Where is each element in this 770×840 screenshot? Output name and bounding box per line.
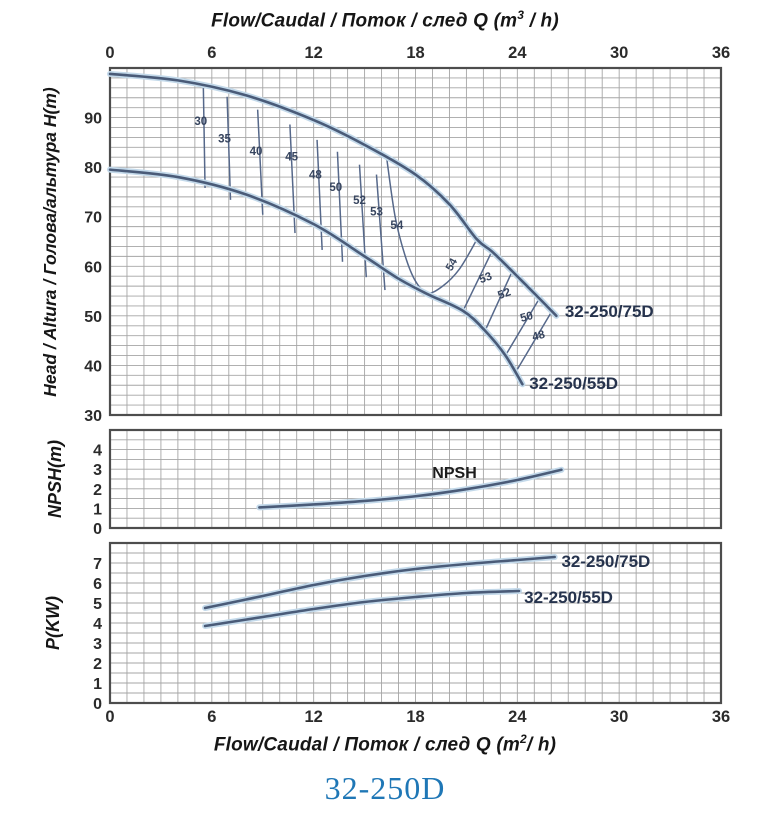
npsh-grid — [110, 430, 721, 528]
top-x-axis-title: Flow/Caudal / Поток / след Q (m3 / h) — [0, 8, 770, 32]
power-y-tick-0: 0 — [93, 696, 102, 713]
head-efficiency-contour-53-7 — [375, 174, 386, 291]
head-x-tick-24: 24 — [508, 44, 527, 62]
power-y-tick-3: 3 — [93, 636, 102, 653]
power-x-tick-24: 24 — [508, 708, 527, 726]
npsh-chart: NPSH 0 1 2 3 4 — [93, 428, 723, 538]
head-x-tick-0: 0 — [105, 44, 114, 62]
head-label-52-6: 52 — [353, 195, 366, 207]
npsh-y-tick-3: 3 — [93, 462, 102, 479]
npsh-plot-frame — [108, 428, 723, 530]
curve-32-250-75D — [108, 72, 558, 318]
head-label-50-12: 50 — [519, 310, 534, 325]
head-y-tick-90: 90 — [84, 111, 102, 128]
power-x-ticks: 0 6 12 18 24 30 36 — [105, 708, 730, 726]
head-label-54-8: 54 — [390, 220, 403, 232]
power-y-tick-7: 7 — [93, 556, 102, 573]
head-grid — [110, 68, 721, 415]
head-x-ticks: 0 6 12 18 24 30 36 — [105, 44, 730, 62]
head-plot-frame — [108, 66, 723, 417]
power-y-tick-6: 6 — [93, 576, 102, 593]
curve-NPSH — [258, 468, 563, 509]
top-x-axis-title-sup: 3 — [517, 8, 525, 22]
head-label-52-11: 52 — [496, 286, 512, 302]
head-label-45-3: 45 — [285, 152, 298, 164]
head-label-35-1: 35 — [218, 133, 231, 145]
bottom-x-axis-title-suffix: / h) — [526, 734, 557, 756]
head-label-32-250-55D-15: 32-250/55D — [529, 374, 618, 393]
head-x-tick-18: 18 — [406, 44, 424, 62]
top-x-axis-title-suffix: / h) — [524, 10, 559, 32]
head-efficiency-contour-30-0 — [202, 86, 206, 188]
head-label-53-7: 53 — [370, 207, 383, 219]
head-label-30-0: 30 — [194, 116, 207, 128]
head-efficiency-contour-48-4 — [316, 139, 323, 250]
power-x-tick-6: 6 — [207, 708, 216, 726]
head-efficiency-contour-50-11 — [504, 298, 541, 356]
head-label-50-5: 50 — [329, 182, 342, 194]
power-y-tick-1: 1 — [93, 676, 102, 693]
power-x-tick-18: 18 — [406, 708, 424, 726]
head-x-tick-36: 36 — [712, 44, 730, 62]
head-efficiency-contour-35-1 — [226, 96, 232, 200]
power-label-32-250-75D-0: 32-250/75D — [561, 552, 650, 571]
npsh-y-tick-4: 4 — [93, 443, 102, 460]
bottom-x-axis-title: Flow/Caudal / Поток / след Q (m2/ h) — [0, 732, 770, 756]
npsh-y-tick-1: 1 — [93, 501, 102, 518]
head-y-tick-70: 70 — [84, 210, 102, 227]
head-x-tick-30: 30 — [610, 44, 628, 62]
power-x-tick-30: 30 — [610, 708, 628, 726]
head-efficiency-contour-48-12 — [516, 309, 554, 370]
head-efficiency-contour-53-9 — [462, 251, 493, 312]
npsh-y-tick-2: 2 — [93, 482, 102, 499]
npsh-y-tick-0: 0 — [93, 521, 102, 538]
npsh-y-ticks: 0 1 2 3 4 — [93, 443, 102, 538]
head-label-48-13: 48 — [531, 329, 547, 344]
power-y-ticks: 0 1 2 3 4 5 6 7 — [93, 556, 102, 713]
curve-halo-32-250-55D — [107, 166, 526, 388]
head-y-ticks: 30 40 50 60 70 80 90 — [84, 111, 102, 425]
curve-32-250-75D — [203, 555, 556, 610]
head-y-tick-60: 60 — [84, 259, 102, 276]
top-x-axis-title-text: Flow/Caudal / Поток / след Q (m — [211, 10, 518, 32]
head-x-tick-6: 6 — [207, 44, 216, 62]
curve-32-250-55D — [108, 168, 524, 386]
head-label-48-4: 48 — [309, 170, 322, 182]
head-label-32-250-75D-14: 32-250/75D — [565, 302, 654, 321]
head-y-axis-title: Head / Altura / Голова/альтура H(m) — [40, 87, 60, 397]
head-label-53-10: 53 — [478, 271, 494, 287]
power-x-tick-12: 12 — [304, 708, 322, 726]
power-x-tick-36: 36 — [712, 708, 730, 726]
head-y-tick-80: 80 — [84, 160, 102, 177]
npsh-y-axis-title: NPSH(m) — [45, 440, 65, 519]
page-title: 32-250D — [324, 770, 446, 806]
power-y-tick-2: 2 — [93, 656, 102, 673]
head-efficiency-contour-52-10 — [484, 270, 513, 332]
power-plot-frame — [108, 541, 723, 705]
power-label-32-250-55D-1: 32-250/55D — [524, 588, 613, 607]
power-y-tick-4: 4 — [93, 616, 102, 633]
head-y-tick-40: 40 — [84, 358, 102, 375]
power-x-tick-0: 0 — [105, 708, 114, 726]
bottom-x-axis-title-text: Flow/Caudal / Поток / след Q (m — [213, 734, 520, 756]
power-y-axis-title: P(KW) — [43, 596, 63, 650]
head-x-tick-12: 12 — [304, 44, 322, 62]
head-label-40-2: 40 — [250, 146, 263, 158]
curve-32-250-55D — [203, 589, 521, 628]
npsh-label-NPSH-0: NPSH — [432, 465, 476, 482]
bottom-x-axis-title-sup: 2 — [519, 732, 527, 746]
power-y-tick-5: 5 — [93, 596, 102, 613]
head-y-tick-50: 50 — [84, 309, 102, 326]
head-y-tick-30: 30 — [84, 408, 102, 425]
